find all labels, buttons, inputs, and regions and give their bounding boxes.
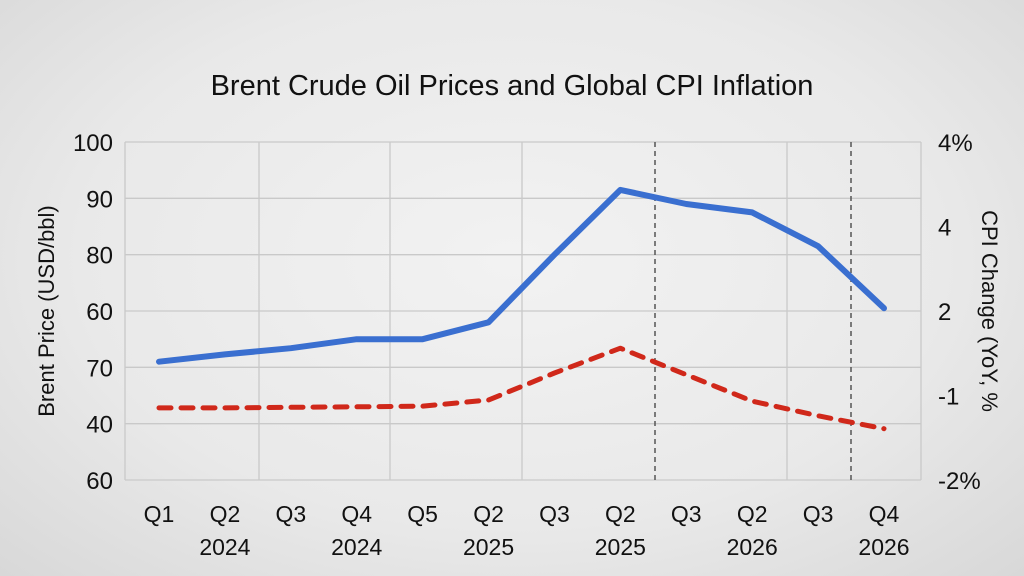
series-line-brent-price xyxy=(156,186,887,365)
y2-axis-label: CPI Change (YoY, % xyxy=(977,210,1002,412)
y2-tick-label: 4 xyxy=(938,215,951,242)
y-tick-label: 60 xyxy=(86,468,113,495)
y-tick-label: 90 xyxy=(86,186,113,213)
x-year-label: 2024 xyxy=(331,534,382,560)
y-tick-label: 60 xyxy=(86,299,113,326)
x-tick-label: Q3 xyxy=(275,501,306,527)
y-tick-label: 100 xyxy=(73,130,113,157)
y2-tick-label: 2 xyxy=(938,299,951,326)
series-lines xyxy=(156,186,887,432)
x-tick-label: Q4 xyxy=(341,501,372,527)
x-tick-label: Q3 xyxy=(671,501,702,527)
x-year-label: 2026 xyxy=(858,534,909,560)
x-tick-label: Q1 xyxy=(144,501,175,527)
x-year-label: 2026 xyxy=(727,534,778,560)
y-tick-label: 80 xyxy=(86,243,113,270)
grid xyxy=(124,141,922,481)
x-tick-label: Q2 xyxy=(473,501,504,527)
y2-tick-label: -1 xyxy=(938,384,959,411)
x-year-label: 2024 xyxy=(199,534,250,560)
y-axis-right: 4% 4 2 -1 -2% xyxy=(938,130,981,495)
x-tick-label: Q3 xyxy=(803,501,834,527)
series-line-cpi-change xyxy=(156,345,887,432)
x-year-label: 2025 xyxy=(595,534,646,560)
x-tick-label: Q2 xyxy=(210,501,241,527)
x-axis: Q1 Q2 2024 Q3 Q4 2024 Q5 Q2 2025 Q3 Q2 2025 Q3 Q2 2026… xyxy=(144,501,910,560)
y2-tick-label: 4% xyxy=(938,130,973,157)
x-tick-label: Q2 xyxy=(605,501,636,527)
x-year-label: 2025 xyxy=(463,534,514,560)
y2-tick-label: -2% xyxy=(938,468,981,495)
y-axis-left: 100 90 80 60 70 40 60 xyxy=(73,130,113,495)
x-tick-label: Q4 xyxy=(869,501,900,527)
x-tick-label: Q3 xyxy=(539,501,570,527)
y-tick-label: 40 xyxy=(86,412,113,439)
x-tick-label: Q2 xyxy=(737,501,768,527)
y-tick-label: 70 xyxy=(86,355,113,382)
chart-title: Brent Crude Oil Prices and Global CPI In… xyxy=(211,70,814,102)
x-tick-label: Q5 xyxy=(407,501,438,527)
y-axis-label: Brent Price (USD/bbl) xyxy=(34,205,59,417)
